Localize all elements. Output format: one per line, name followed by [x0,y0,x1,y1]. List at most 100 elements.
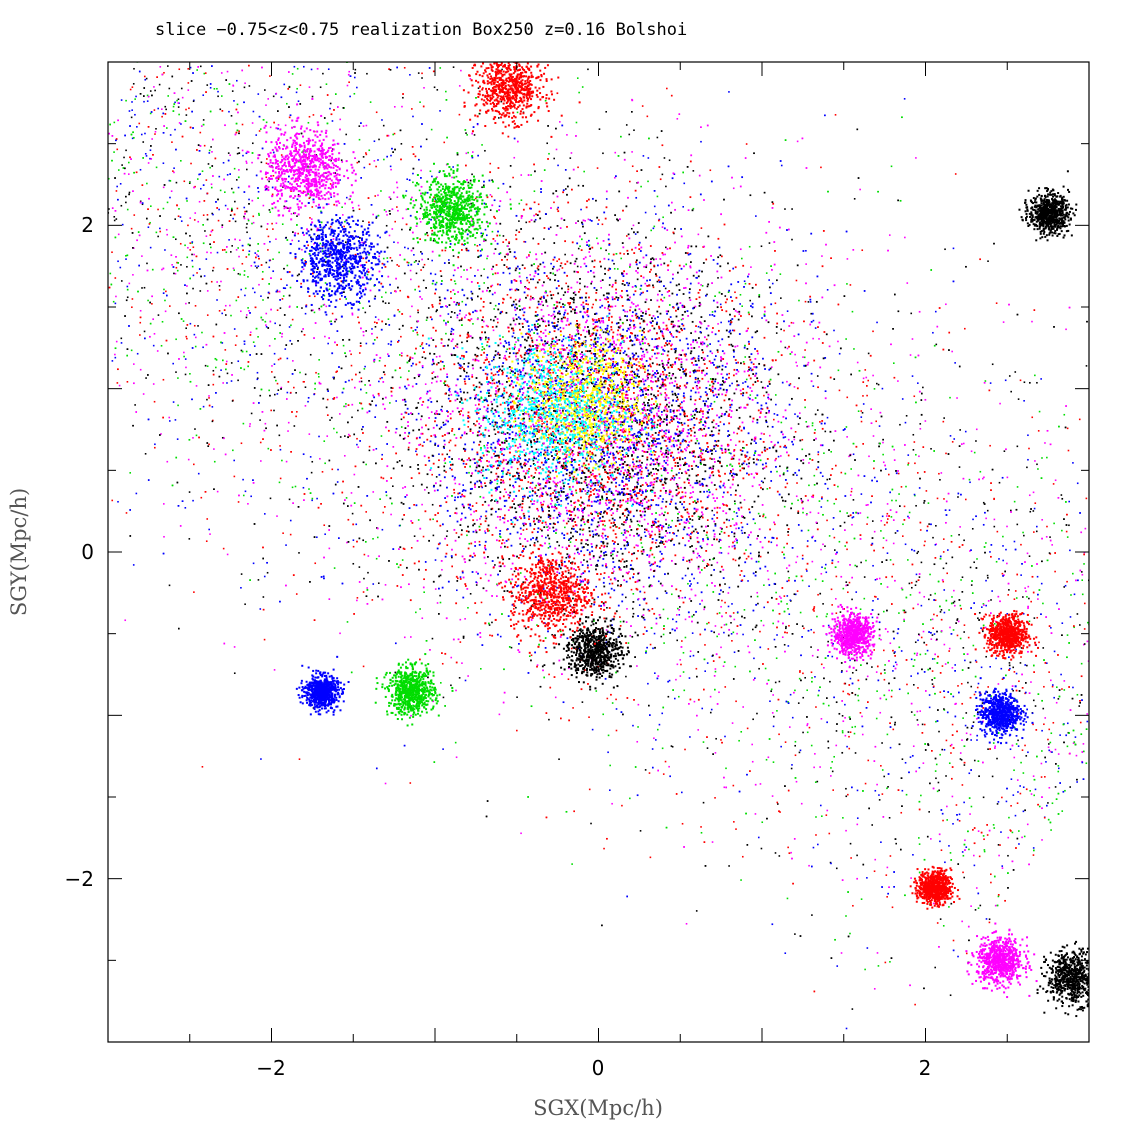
particle-point [1146,559,1148,561]
particle-point [982,630,984,633]
particle-point [741,855,744,858]
particle-point [1005,800,1008,803]
particle-point [693,577,695,580]
particle-point [113,121,116,124]
particle-point [281,335,283,338]
particle-point [981,606,983,608]
particle-point [805,263,807,265]
particle-point [696,582,699,584]
particle-point [240,288,243,291]
particle-point [41,276,43,278]
particle-point [33,300,35,302]
particle-point [1134,533,1136,535]
particle-point [81,370,83,372]
particle-point [180,9,182,11]
particle-point [504,417,506,420]
particle-point [454,345,457,347]
particle-point [1086,713,1088,715]
particle-point [963,801,965,804]
particle-point [94,271,96,273]
particle-point [808,726,811,729]
particle-point [917,723,919,726]
particle-point [436,176,438,178]
particle-point [616,551,619,553]
particle-point [91,141,93,143]
particle-point [996,757,998,760]
particle-point [996,803,999,805]
particle-point [440,342,443,344]
particle-point [697,355,700,357]
particle-point [1091,681,1093,683]
particle-point [104,257,106,259]
particle-point [903,98,906,100]
particle-point [318,307,321,310]
particle-point [123,156,125,159]
particle-point [182,320,185,322]
particle-point [1098,458,1100,460]
particle-point [1118,632,1120,634]
particle-point [806,689,808,692]
particle-point [109,272,112,275]
particle-point [98,255,100,257]
particle-point [271,371,273,373]
particle-point [763,394,765,397]
particle-point [838,540,841,543]
particle-point [202,214,205,216]
particle-point [703,606,706,609]
particle-point [735,527,737,530]
particle-point [1053,522,1055,525]
particle-point [314,388,316,390]
particle-point [282,532,284,535]
particle-point [689,655,692,658]
particle-point [881,387,884,390]
particle-point [664,540,667,543]
particle-point [938,730,940,733]
particle-point [266,571,269,574]
particle-point [664,396,667,399]
particle-point [266,158,268,160]
particle-point [860,561,862,564]
particle-point [613,342,615,345]
particle-point [182,58,184,60]
particle-point [480,232,483,235]
particle-point [1064,789,1066,792]
particle-point [653,737,655,740]
particle-point [2,433,4,435]
particle-point [126,285,129,288]
particle-point [290,324,292,327]
particle-point [206,84,209,86]
particle-point [1136,598,1138,600]
particle-point [165,108,167,111]
particle-point [875,717,878,720]
particle-point [576,531,579,533]
particle-point [21,318,23,320]
particle-point [644,626,646,629]
particle-point [1118,527,1120,529]
particle-point [491,195,493,198]
particle-point [395,400,397,402]
particle-point [467,151,469,154]
particle-point [458,113,461,116]
particle-point [962,871,964,874]
particle-point [958,533,960,536]
particle-point [83,323,85,325]
particle-point [652,286,655,289]
particle-point [556,208,559,211]
particle-point [145,77,148,80]
particle-point [362,257,365,260]
particle-point [604,524,606,527]
particle-point [676,508,679,510]
particle-point [783,472,785,474]
particle-point [943,589,946,591]
particle-point [831,655,834,658]
particle-point [1027,458,1029,461]
particle-point [92,210,94,212]
particle-point [943,417,945,419]
particle-point [664,253,666,256]
particle-point [240,41,242,43]
particle-point [834,114,837,116]
particle-point [1075,754,1078,757]
particle-point [871,520,874,522]
particle-point [368,253,370,256]
particle-point [736,345,739,347]
